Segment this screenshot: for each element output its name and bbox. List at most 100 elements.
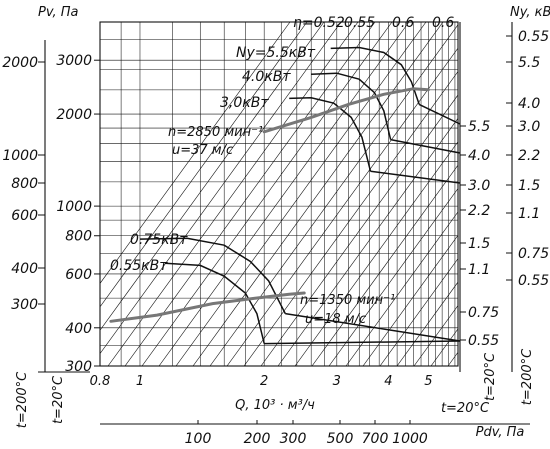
temperature-label-right-20: t=20°C (483, 352, 498, 401)
diagonal-line (345, 211, 458, 366)
efficiency-label: η=0.52 (293, 15, 345, 31)
diagonal-line (158, 22, 410, 366)
speed-label-u-high: u=37 м/с (172, 143, 233, 158)
x-tick-label: 4 (384, 374, 392, 389)
system-curve-low (109, 291, 306, 323)
ny-a-tick-label: 1.1 (468, 262, 490, 278)
diagonal-line (100, 22, 308, 308)
ny-a-tick-label: 3.0 (468, 178, 490, 194)
diagonal-line (100, 22, 325, 331)
pv-tick-label: 300 (11, 297, 38, 313)
x-tick-label: 2 (260, 374, 268, 389)
ny-b-tick-label: 0.75 (518, 246, 549, 262)
main-y-tick-label: 600 (65, 267, 92, 283)
main-y-tick-label: 2000 (56, 107, 92, 123)
ny-b-tick-label: 3.0 (518, 119, 540, 135)
diagonal-line (243, 71, 458, 366)
ny-b-tick-label: 0.55 (518, 273, 549, 289)
x-axis-label: Q, 10³ · м³/ч (235, 398, 315, 413)
system-curve-high (262, 87, 430, 134)
pv-tick-label: 800 (11, 176, 38, 192)
power-curve-high (311, 72, 392, 140)
speed-label-u-low: u=18 м/с (305, 312, 366, 327)
diagonal-line (107, 22, 359, 366)
diagonal-line (413, 304, 458, 366)
diagonal-line (294, 141, 458, 366)
temperature-label-right-200: t=200°C (520, 348, 535, 405)
ny-b-tick-label: 1.1 (518, 206, 540, 222)
diagonal-line (277, 117, 458, 366)
power-curve-low-leader (285, 312, 461, 342)
ny-a-tick-label: 2.2 (468, 203, 490, 219)
power-curve-high (289, 97, 372, 172)
power-curve-low (164, 262, 265, 344)
diagonal-line (124, 22, 376, 366)
pv-tick-label: 2000 (2, 55, 38, 71)
ny-b-tick-label: 5.5 (518, 55, 540, 71)
diagonal-line (226, 47, 458, 366)
power-curve-high-leader (370, 170, 461, 184)
pdv-tick-label: 700 (362, 431, 389, 447)
diagonal-line (328, 187, 458, 366)
diagonal-line (379, 258, 458, 366)
speed-label-n-low: n=1350 мин⁻¹ (300, 293, 395, 308)
main-y-tick-label: 400 (65, 321, 92, 337)
x-tick-label: 5 (424, 374, 432, 389)
diagonal-line (396, 281, 458, 366)
power-curve-label: 0.55кВт (110, 258, 168, 274)
diagonal-line (175, 22, 427, 366)
ny-b-tick-label: 4.0 (518, 96, 540, 112)
pdv-tick-label: 200 (244, 431, 271, 447)
pdv-axis-label: Pdv, Па (476, 425, 525, 440)
pdv-tick-label: 300 (280, 431, 307, 447)
diagonal-line (260, 94, 458, 366)
pv-tick-label: 600 (11, 208, 38, 224)
diagonal-line (100, 22, 291, 284)
power-curve-label: 0.75кВт (130, 232, 188, 248)
x-tick-label: 1 (136, 374, 144, 389)
ny-b-tick-label: 0.55 (518, 29, 549, 45)
main-y-tick-label: 3000 (56, 53, 92, 69)
speed-label-n-high: n=2850 мин⁻¹ (168, 125, 263, 140)
pv-tick-label: 400 (11, 261, 38, 277)
x-tick-label: 3 (333, 374, 341, 389)
diagonal-line (100, 22, 342, 355)
power-curve-high-leader (418, 103, 461, 125)
temperature-label-left-200: t=200°C (15, 371, 30, 428)
diagonal-lines (100, 22, 458, 366)
diagonal-line (192, 22, 444, 366)
power-curve-low-leader (264, 340, 461, 345)
power-curve-label: 3,0кВт (220, 95, 269, 111)
power-curve-label: 4.0кВт (242, 69, 291, 85)
pdv-tick-label: 1000 (392, 431, 428, 447)
power-curve-high (330, 46, 420, 105)
pdv-tick-label: 100 (185, 431, 212, 447)
ny-b-tick-label: 2.2 (518, 148, 540, 164)
temperature-label-left-20: t=20°C (51, 375, 66, 424)
ny-axis-label: Ny, кВт (510, 5, 550, 20)
pdv-tick-label: 500 (327, 431, 354, 447)
ny-b-tick-label: 1.5 (518, 178, 540, 194)
x-tick-label: 0.8 (90, 374, 111, 389)
power-curve-label: Ny=5.5кВт (236, 45, 316, 61)
ny-a-tick-label: 5.5 (468, 119, 490, 135)
efficiency-label: 0.6 (392, 15, 414, 31)
pv-axis-label: Pv, Па (38, 5, 79, 20)
main-y-tick-label: 1000 (56, 199, 92, 215)
main-y-tick-label: 300 (65, 359, 92, 375)
pv-tick-label: 1000 (2, 148, 38, 164)
ny-a-tick-label: 0.55 (468, 333, 499, 349)
ny-a-tick-label: 1.5 (468, 236, 490, 252)
efficiency-label: 0.55 (344, 15, 375, 31)
diagonal-line (311, 164, 458, 366)
main-y-tick-label: 800 (65, 229, 92, 245)
ny-a-tick-label: 0.75 (468, 305, 499, 321)
power-curve-low (139, 237, 286, 314)
power-curve-high-leader (390, 138, 461, 154)
ny-a-tick-label: 4.0 (468, 148, 490, 164)
diagonal-line (362, 234, 458, 366)
diagonal-line (209, 24, 458, 366)
plot-frame (99, 21, 459, 367)
efficiency-label: 0.6 (432, 15, 454, 31)
